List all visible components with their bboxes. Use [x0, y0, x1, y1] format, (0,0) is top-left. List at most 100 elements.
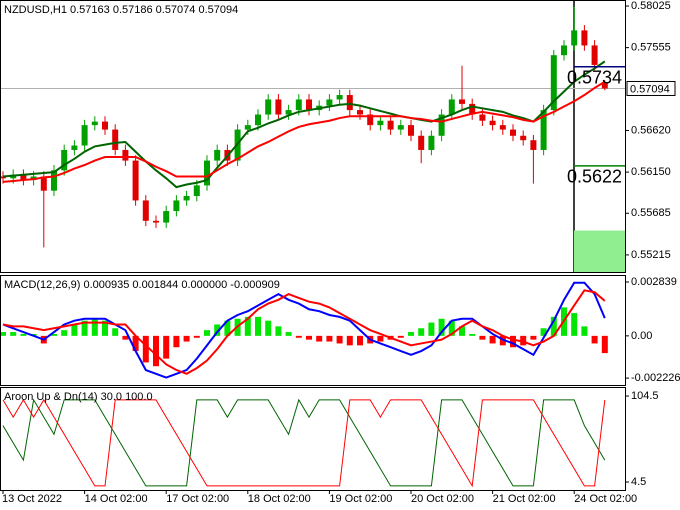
candle-body: [479, 114, 486, 121]
candle-body: [193, 185, 200, 197]
macd-histogram-bar: [71, 324, 78, 336]
y-tick-label: 0.002839: [631, 276, 677, 288]
current-price-box: [626, 80, 676, 96]
candle-body: [418, 135, 425, 150]
x-tick-label: 20 Oct 02:00: [411, 493, 474, 505]
candle-body: [265, 99, 272, 115]
candle-body: [122, 149, 129, 161]
candle-body: [346, 95, 353, 111]
candle-body: [459, 99, 465, 104]
macd-histogram-bar: [459, 326, 465, 336]
candle-body: [295, 99, 302, 111]
level-label: 0.5734: [567, 67, 622, 87]
macd-histogram-bar: [346, 335, 353, 346]
macd-histogram-bar: [61, 330, 68, 336]
macd-histogram-bar: [581, 326, 588, 336]
x-tick-label: 13 Oct 2022: [2, 493, 62, 505]
macd-histogram-bar: [469, 333, 476, 336]
candle-body: [591, 45, 598, 65]
candle-body: [153, 220, 159, 223]
macd-histogram-bar: [10, 332, 17, 336]
macd-histogram-bar: [265, 320, 272, 336]
y-tick-label: 0.55685: [631, 207, 671, 219]
candle-body: [214, 149, 221, 161]
macd-histogram-bar: [81, 320, 88, 336]
macd-histogram-bar: [20, 333, 27, 336]
target-zone: [574, 230, 625, 272]
macd-histogram-bar: [336, 335, 343, 344]
macd-histogram-bar: [214, 324, 221, 336]
macd-histogram-bar: [571, 313, 578, 336]
candle-body: [397, 125, 404, 130]
candle-body: [510, 129, 516, 136]
candle-body: [173, 200, 180, 212]
y-tick-label: 0.56150: [631, 166, 671, 178]
macd-histogram-bar: [102, 320, 108, 336]
candle-body: [306, 99, 312, 111]
macd-histogram-bar: [91, 318, 98, 336]
macd-histogram-bar: [448, 320, 455, 336]
macd-histogram-bar: [244, 316, 251, 336]
candle-body: [244, 125, 251, 130]
y-tick-label: 0.55215: [631, 249, 671, 261]
y-tick-label: 104.5: [631, 390, 659, 402]
candle-body: [204, 160, 210, 186]
candle-body: [601, 82, 608, 89]
candle-body: [71, 145, 78, 150]
candle-body: [561, 45, 567, 56]
macd-histogram-bar: [601, 335, 608, 354]
candle-body: [438, 114, 445, 136]
y-tick-label: 0.57555: [631, 42, 671, 54]
candle-body: [520, 135, 527, 141]
macd-histogram-bar: [132, 335, 139, 352]
candle-body: [20, 174, 27, 181]
candle-body: [81, 125, 88, 146]
macd-histogram-bar: [255, 316, 261, 336]
macd-histogram-bar: [377, 335, 384, 342]
candle-body: [367, 114, 374, 126]
candle-body: [377, 120, 384, 126]
candle-body: [0, 176, 6, 179]
macd-line: [2, 281, 606, 379]
macd-histogram-bar: [153, 335, 159, 367]
candle-body: [61, 149, 68, 171]
candle-body: [581, 30, 588, 46]
candle-body: [571, 30, 578, 46]
macd-histogram-bar: [183, 335, 190, 342]
macd-histogram-bar: [193, 335, 200, 338]
panel-title: Aroon Up & Dn(14) 30.0 100.0: [4, 391, 153, 403]
aroon-line: [2, 398, 606, 487]
candle-body: [51, 170, 57, 191]
macd-histogram-bar: [489, 335, 496, 344]
macd-histogram-bar: [357, 335, 363, 346]
macd-histogram-bar: [0, 332, 6, 336]
macd-histogram-bar: [591, 335, 598, 344]
macd-histogram-bar: [510, 335, 516, 348]
macd-histogram-bar: [408, 332, 414, 336]
candle-body: [142, 200, 149, 221]
panel-border: [0, 0, 626, 273]
candle-body: [163, 211, 170, 223]
panel-title: MACD(12,26,9) 0.000935 0.001844 0.000000…: [4, 279, 280, 291]
x-tick-label: 24 Oct 02:00: [574, 493, 637, 505]
candle-body: [387, 120, 394, 130]
macd-histogram-bar: [540, 328, 547, 336]
macd-line: [2, 289, 606, 375]
y-tick-label: 0.00: [631, 330, 652, 342]
level-label: 0.5622: [567, 167, 622, 187]
aroon-line: [2, 398, 606, 488]
macd-histogram-bar: [122, 335, 129, 340]
macd-histogram-bar: [306, 335, 312, 340]
macd-histogram-bar: [479, 335, 486, 340]
candle-body: [326, 99, 333, 106]
macd-histogram-bar: [275, 326, 282, 336]
macd-histogram-bar: [316, 335, 323, 342]
macd-histogram-bar: [428, 322, 435, 336]
macd-histogram-bar: [173, 335, 180, 348]
candle-body: [91, 121, 98, 126]
candle-body: [428, 135, 435, 150]
macd-histogram-bar: [397, 335, 404, 338]
candle-body: [540, 110, 547, 150]
x-tick-label: 21 Oct 02:00: [493, 493, 556, 505]
candle-body: [448, 99, 455, 115]
